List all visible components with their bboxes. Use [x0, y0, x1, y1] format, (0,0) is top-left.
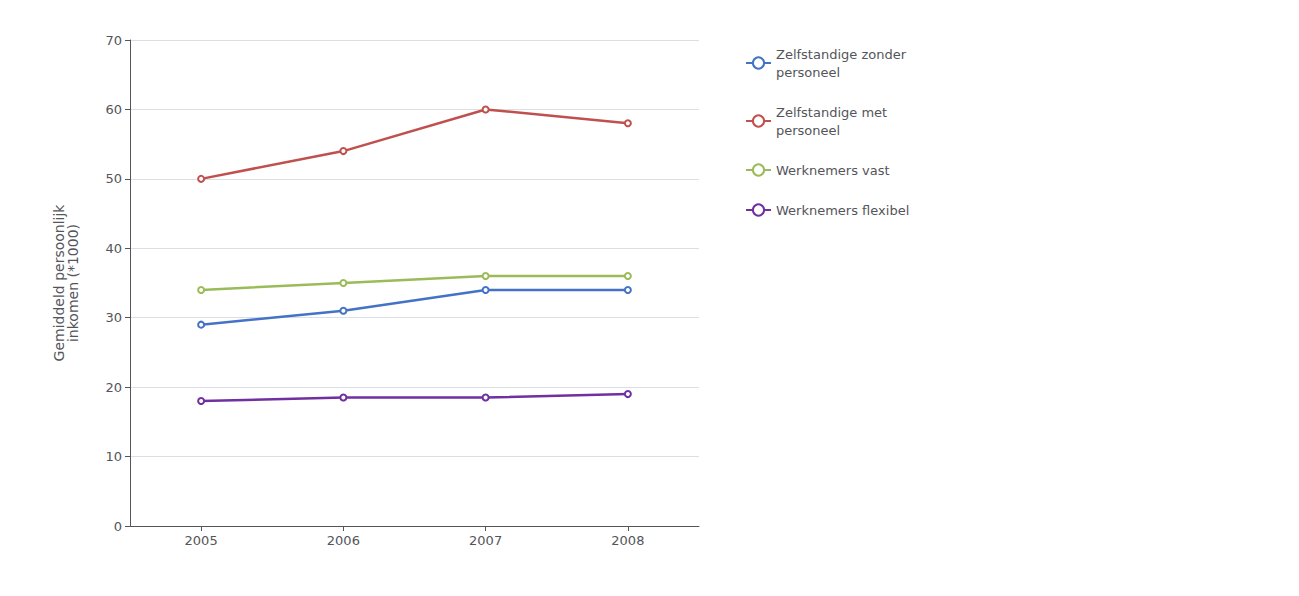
svg-text:Werknemers vast: Werknemers vast — [776, 163, 890, 178]
svg-text:20: 20 — [105, 380, 122, 395]
svg-text:0: 0 — [114, 519, 122, 534]
svg-text:inkomen (*1000): inkomen (*1000) — [65, 224, 81, 342]
svg-text:30: 30 — [105, 310, 122, 325]
svg-text:2006: 2006 — [327, 533, 360, 548]
svg-text:Werknemers flexibel: Werknemers flexibel — [776, 203, 909, 218]
svg-text:10: 10 — [105, 449, 122, 464]
svg-text:60: 60 — [105, 102, 122, 117]
svg-text:Zelfstandige met: Zelfstandige met — [776, 105, 887, 120]
svg-text:2005: 2005 — [185, 533, 218, 548]
svg-text:Zelfstandige zonder: Zelfstandige zonder — [776, 47, 907, 62]
svg-text:personeel: personeel — [776, 65, 840, 80]
svg-text:70: 70 — [105, 33, 122, 48]
svg-text:2007: 2007 — [469, 533, 502, 548]
svg-text:50: 50 — [105, 171, 122, 186]
svg-text:personeel: personeel — [776, 123, 840, 138]
svg-text:Gemiddeld persoonlijk: Gemiddeld persoonlijk — [51, 204, 67, 362]
svg-text:2008: 2008 — [611, 533, 644, 548]
svg-text:40: 40 — [105, 241, 122, 256]
